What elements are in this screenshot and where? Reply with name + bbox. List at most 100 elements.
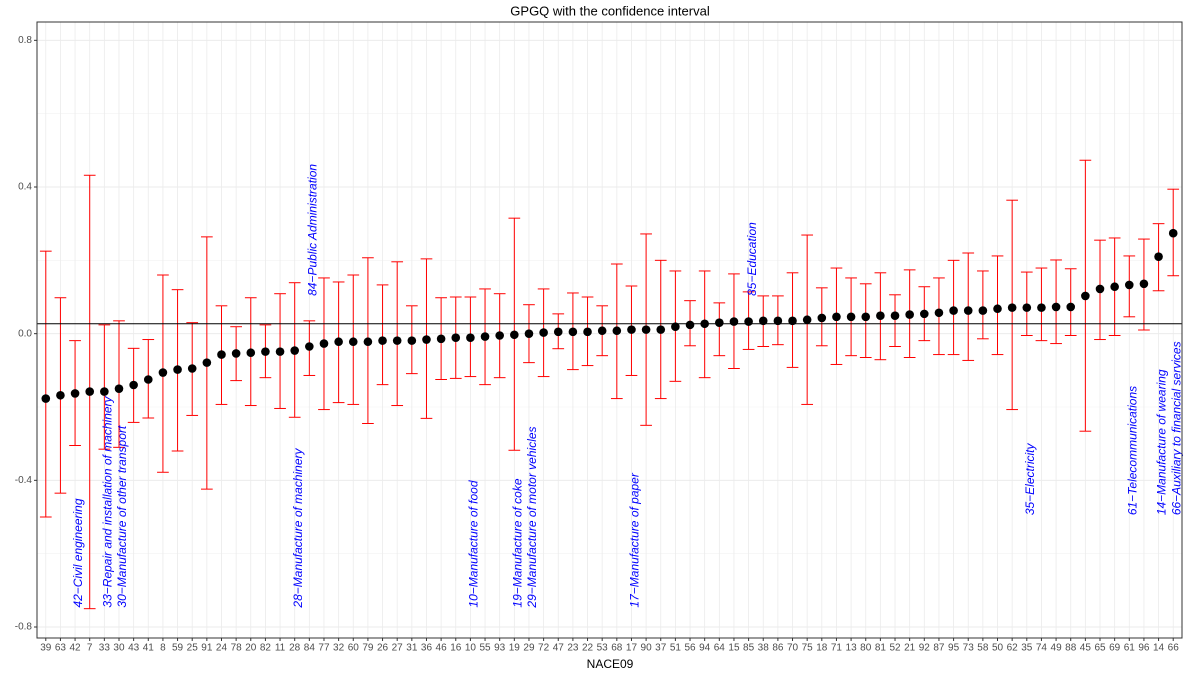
x-tick-label: 53 (597, 643, 609, 654)
point (348, 337, 358, 347)
x-tick-label: 27 (392, 643, 404, 654)
x-tick-label: 66 (1168, 643, 1180, 654)
x-tick-label: 45 (1080, 643, 1092, 654)
point (1095, 284, 1105, 294)
annotation: 19−Manufacture of coke (510, 478, 524, 607)
point (978, 306, 988, 315)
x-tick-label: 78 (231, 643, 243, 654)
x-tick-label: 19 (509, 643, 521, 654)
x-tick-label: 32 (333, 643, 345, 654)
annotation: 84−Public Administration (306, 164, 320, 296)
point (275, 347, 285, 356)
point (583, 327, 592, 337)
y-tick-label: 0.4 (18, 182, 32, 193)
point (173, 365, 182, 374)
point (1124, 280, 1134, 290)
point (41, 394, 51, 403)
point (392, 336, 402, 345)
x-tick-label: 95 (948, 643, 960, 654)
x-tick-label: 51 (670, 643, 682, 654)
x-tick-label: 74 (1036, 643, 1048, 654)
x-tick-label: 38 (758, 643, 770, 654)
point (671, 322, 680, 332)
point (187, 364, 197, 373)
x-tick-label: 64 (714, 643, 726, 654)
point (1110, 282, 1119, 292)
x-tick-label: 18 (816, 643, 828, 654)
point (422, 335, 431, 344)
x-tick-label: 71 (831, 643, 843, 654)
x-tick-label: 10 (465, 643, 477, 654)
point (744, 317, 753, 326)
plot-border (36, 21, 1183, 639)
x-tick-label: 75 (802, 643, 814, 654)
point (524, 329, 534, 338)
point (480, 332, 490, 341)
point (729, 317, 739, 326)
point (85, 387, 95, 396)
x-tick-label: 49 (1051, 643, 1063, 654)
x-tick-label: 68 (611, 643, 623, 654)
point (656, 325, 666, 334)
x-tick-label: 41 (143, 643, 155, 654)
x-tick-label: 16 (450, 643, 462, 654)
x-tick-label: 58 (977, 643, 989, 654)
point (920, 309, 929, 319)
point (890, 311, 900, 321)
point (627, 325, 636, 334)
point (612, 326, 622, 336)
x-tick-label: 21 (904, 643, 916, 654)
point (1037, 303, 1046, 312)
annotation: 14−Manufacture of wearing (1155, 369, 1169, 515)
point (290, 346, 299, 355)
x-tick-label: 73 (963, 643, 975, 654)
annotation: 28−Manufacture of machinery (291, 447, 305, 608)
point (1022, 303, 1032, 312)
point (143, 375, 153, 384)
point (1007, 303, 1017, 312)
x-tick-label: 82 (260, 643, 272, 654)
x-tick-label: 42 (70, 643, 82, 654)
x-tick-label: 87 (933, 643, 945, 654)
x-tick-label: 25 (187, 643, 199, 654)
point (1139, 279, 1149, 289)
x-tick-label: 35 (1021, 643, 1033, 654)
x-tick-label: 69 (1109, 643, 1121, 654)
x-tick-label: 86 (772, 643, 784, 654)
annotation: 35−Electricity (1023, 442, 1037, 515)
point (451, 333, 461, 343)
point (934, 308, 944, 318)
x-tick-label: 61 (1124, 643, 1136, 654)
x-tick-label: 93 (494, 643, 506, 654)
x-tick-label: 17 (626, 643, 638, 654)
x-tick-label: 7 (87, 643, 93, 654)
x-tick-label: 33 (99, 643, 111, 654)
point (510, 330, 519, 340)
point (832, 312, 841, 322)
point (363, 337, 373, 347)
plot-background (37, 22, 1182, 638)
x-tick-label: 13 (846, 643, 858, 654)
point (495, 331, 504, 340)
point (407, 336, 417, 345)
x-tick-label: 20 (245, 643, 257, 654)
point (802, 315, 812, 325)
point (539, 328, 548, 337)
annotation: 30−Manufacture of other transport (115, 425, 129, 607)
point (715, 318, 724, 327)
annotation: 17−Manufacture of paper (628, 472, 642, 607)
x-tick-label: 90 (641, 643, 653, 654)
point (70, 389, 80, 398)
point (773, 316, 783, 326)
point (905, 310, 914, 319)
x-tick-label: 88 (1065, 643, 1077, 654)
x-tick-label: 55 (479, 643, 491, 654)
x-tick-label: 39 (40, 643, 52, 654)
x-tick-label: 14 (1153, 643, 1165, 654)
chart-title: GPGQ with the confidence interval (510, 3, 710, 18)
x-tick-label: 11 (275, 643, 286, 654)
point (378, 336, 387, 345)
annotation: 85−Education (745, 222, 759, 296)
x-tick-label: 81 (875, 643, 887, 654)
